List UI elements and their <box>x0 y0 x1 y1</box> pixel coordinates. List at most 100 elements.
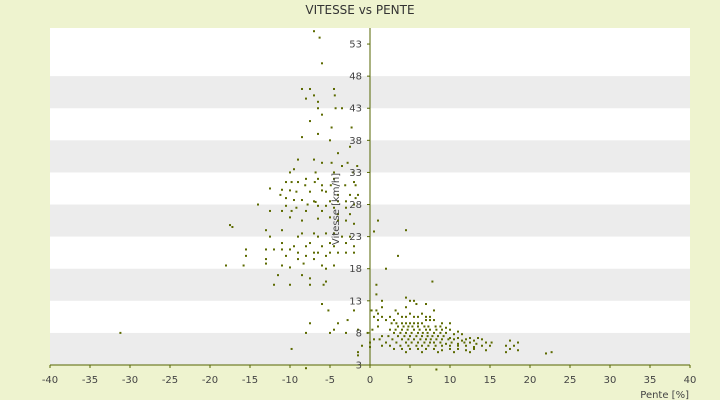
data-point <box>441 322 443 325</box>
data-point <box>329 216 331 219</box>
data-point <box>435 338 438 341</box>
data-point <box>481 338 483 341</box>
data-point <box>393 347 395 350</box>
data-point <box>409 347 411 350</box>
data-point <box>313 232 315 235</box>
data-point <box>395 341 398 344</box>
data-point <box>421 331 424 334</box>
data-point <box>410 331 413 334</box>
data-point <box>445 342 447 345</box>
x-tick-label: -35 <box>82 375 98 386</box>
y-tick-label: 43 <box>349 104 362 115</box>
data-point <box>453 351 455 354</box>
data-point <box>317 100 319 103</box>
data-point <box>397 335 399 338</box>
data-point <box>429 319 431 322</box>
data-point <box>373 315 375 318</box>
x-tick-label: 10 <box>444 375 457 386</box>
data-point <box>353 309 355 312</box>
data-point <box>325 254 327 257</box>
data-point <box>385 267 387 270</box>
data-point <box>421 351 423 354</box>
data-point <box>314 171 317 174</box>
data-point <box>449 337 451 340</box>
data-point <box>399 344 402 347</box>
data-point <box>297 235 299 238</box>
data-point <box>353 181 355 184</box>
data-point <box>449 347 451 350</box>
data-point <box>333 177 335 180</box>
data-point <box>421 335 423 338</box>
data-point <box>381 299 383 302</box>
data-point <box>309 277 311 280</box>
data-point <box>377 219 379 222</box>
data-point <box>391 338 394 341</box>
data-point <box>341 107 343 110</box>
data-point <box>290 209 293 212</box>
data-point <box>293 245 295 248</box>
data-point <box>321 303 323 306</box>
data-point <box>304 184 307 187</box>
data-point <box>329 242 331 245</box>
data-point <box>477 337 479 340</box>
data-point <box>417 315 419 318</box>
data-point <box>413 328 415 331</box>
data-point <box>273 248 275 251</box>
data-point <box>427 344 430 347</box>
data-point <box>375 293 378 296</box>
data-point <box>417 325 419 328</box>
data-point <box>403 335 406 338</box>
data-point <box>350 126 353 129</box>
data-point <box>373 230 375 233</box>
data-point <box>330 126 333 129</box>
data-point <box>429 328 431 331</box>
data-point <box>293 168 295 171</box>
data-point <box>313 251 315 254</box>
data-point <box>387 335 390 338</box>
data-point <box>337 200 339 203</box>
data-point <box>433 309 435 312</box>
data-point <box>334 107 337 110</box>
data-point <box>415 303 418 306</box>
data-point <box>321 62 323 65</box>
data-point <box>399 331 402 334</box>
y-tick-label: 23 <box>349 232 362 243</box>
data-point <box>441 328 443 331</box>
data-point <box>353 245 355 248</box>
data-point <box>297 158 299 161</box>
data-point <box>317 132 319 135</box>
data-point <box>407 344 410 347</box>
data-point <box>489 344 491 347</box>
data-point <box>377 325 379 328</box>
data-point <box>465 349 467 352</box>
data-point <box>377 312 379 315</box>
data-point <box>305 367 307 370</box>
data-point <box>465 344 467 347</box>
data-point <box>423 325 426 328</box>
data-point <box>295 190 298 193</box>
data-point <box>317 107 319 110</box>
data-point <box>457 347 459 350</box>
data-point <box>441 349 443 352</box>
data-point <box>289 248 291 251</box>
data-point <box>433 347 435 350</box>
data-point <box>337 219 339 222</box>
data-point <box>449 328 451 331</box>
chart-title: VITESSE vs PENTE <box>305 3 414 17</box>
data-point <box>413 322 415 325</box>
data-point <box>411 325 414 328</box>
tick-labels: -40 -35 -30 -25 -20 -15 -10 -5 0 5 10 15 20 25 30 35 40 3… <box>42 40 697 386</box>
x-tick-label: 5 <box>407 375 413 386</box>
data-point <box>389 328 391 331</box>
data-point <box>357 193 359 196</box>
data-point <box>485 349 487 352</box>
data-point <box>321 245 323 248</box>
data-point <box>445 331 447 334</box>
data-point <box>357 354 359 357</box>
data-point <box>265 262 267 265</box>
data-point <box>445 326 447 329</box>
data-point <box>317 235 319 238</box>
data-point <box>322 283 325 286</box>
data-point <box>409 335 411 338</box>
data-point <box>309 322 311 325</box>
